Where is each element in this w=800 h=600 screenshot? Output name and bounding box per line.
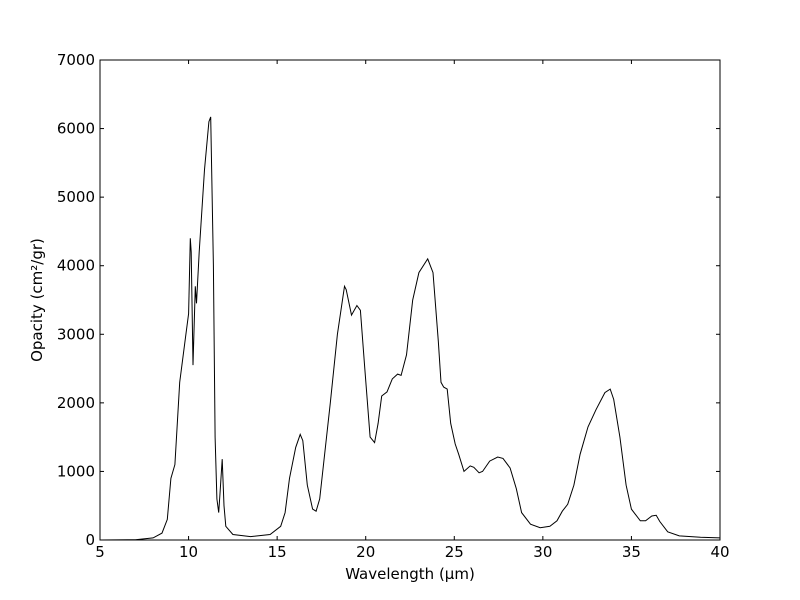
x-tick-label: 25 [445, 543, 464, 561]
plot-frame [99, 59, 721, 541]
y-tick-label: 6000 [57, 120, 95, 138]
x-tick-label: 30 [533, 543, 552, 561]
y-tick-label: 0 [85, 531, 95, 549]
line-series [99, 116, 721, 541]
x-tick-label: 5 [95, 543, 105, 561]
y-tick-label: 4000 [57, 257, 95, 275]
y-tick-label: 1000 [57, 462, 95, 480]
y-tick-label: 3000 [57, 325, 95, 343]
x-tick-label: 20 [356, 543, 375, 561]
x-tick-label: 35 [622, 543, 641, 561]
y-tick-label: 2000 [57, 394, 95, 412]
x-axis-label: Wavelength (μm) [345, 565, 475, 583]
x-tick-label: 10 [179, 543, 198, 561]
y-tick-label: 7000 [57, 51, 95, 69]
x-tick-label: 40 [710, 543, 729, 561]
x-tick-label: 15 [268, 543, 287, 561]
y-axis-label: Opacity (cm²/gr) [28, 238, 46, 362]
y-tick-label: 5000 [57, 188, 95, 206]
